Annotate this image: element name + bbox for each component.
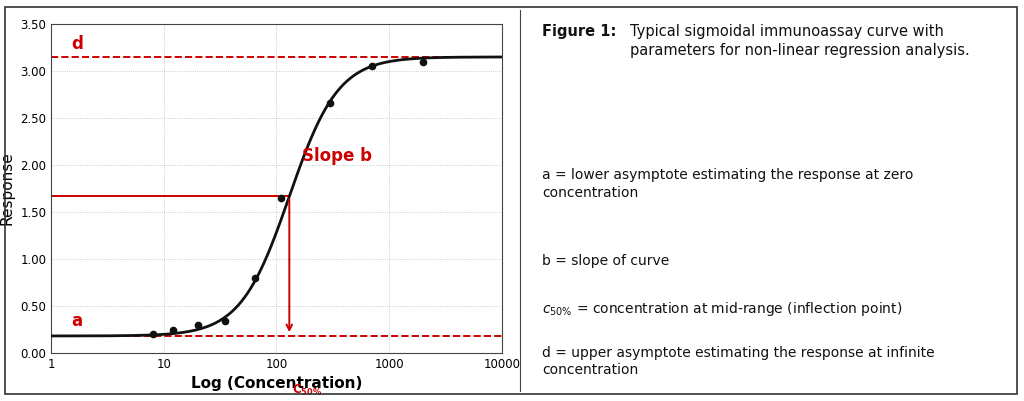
Text: Slope b: Slope b	[302, 147, 373, 164]
X-axis label: Log (Concentration): Log (Concentration)	[190, 376, 362, 391]
Text: b = slope of curve: b = slope of curve	[542, 254, 669, 268]
Text: Typical sigmoidal immunoassay curve with
parameters for non-linear regression an: Typical sigmoidal immunoassay curve with…	[631, 24, 970, 58]
Text: $c_{50\%}$ = concentration at mid-range (inflection point): $c_{50\%}$ = concentration at mid-range …	[542, 300, 902, 318]
Text: a = lower asymptote estimating the response at zero
concentration: a = lower asymptote estimating the respo…	[542, 168, 913, 200]
Text: $\mathbf{C_{50\%}}$: $\mathbf{C_{50\%}}$	[292, 383, 322, 398]
Text: a: a	[71, 312, 82, 330]
Text: Figure 1:: Figure 1:	[542, 24, 616, 39]
Text: d = upper asymptote estimating the response at infinite
concentration: d = upper asymptote estimating the respo…	[542, 346, 935, 377]
Text: d: d	[71, 35, 83, 53]
Y-axis label: Response: Response	[0, 152, 14, 225]
